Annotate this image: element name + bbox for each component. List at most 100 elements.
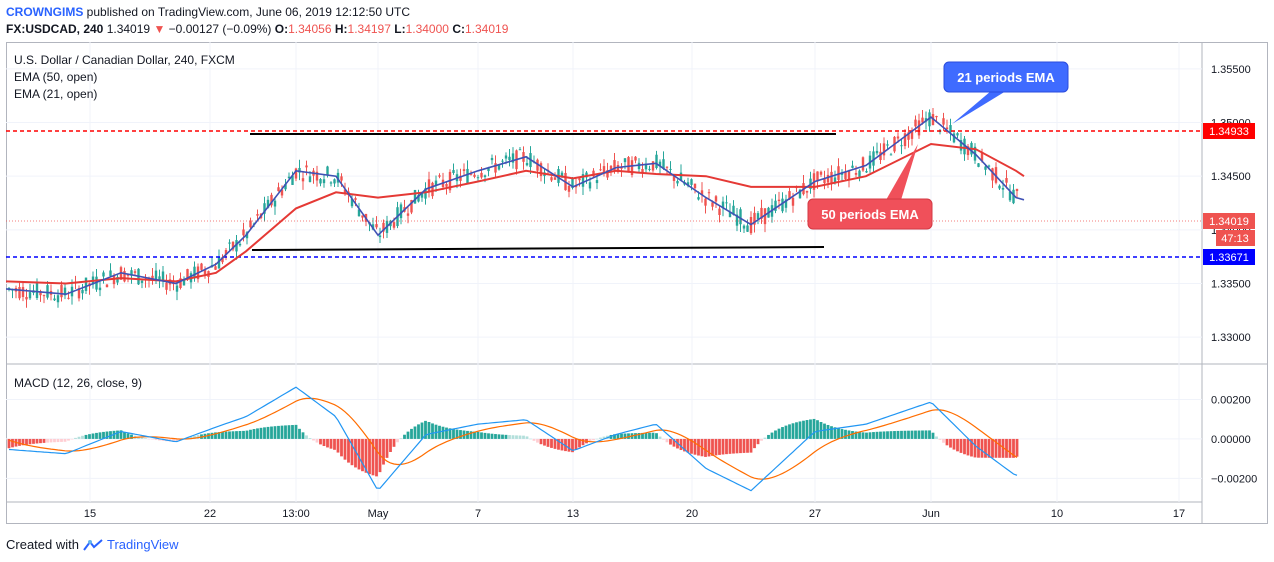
macd-hist-bar <box>235 431 238 439</box>
candle-body <box>256 214 259 216</box>
macd-hist-bar <box>294 424 298 439</box>
candle-body <box>889 154 893 156</box>
macd-hist-bar <box>795 422 798 439</box>
macd-hist-bar <box>896 430 900 439</box>
macd-hist-bar <box>196 435 200 439</box>
candle-body <box>665 166 669 168</box>
macd-hist-bar <box>42 438 46 443</box>
macd-hist-bar <box>662 438 665 440</box>
macd-hist-bar <box>25 438 28 445</box>
candle-body <box>399 204 403 219</box>
chart-canvas[interactable]: 21 periods EMA 50 periods EMA U.S. Dolla… <box>6 42 1268 526</box>
candle-body <box>406 213 410 216</box>
macd-hist-bar <box>147 438 151 440</box>
macd-hist-bar <box>340 438 343 457</box>
candle-body <box>175 285 179 292</box>
macd-hist-bar <box>938 438 942 440</box>
candle-body <box>417 194 420 202</box>
candle-body <box>480 172 483 178</box>
macd-hist-bar <box>980 438 984 458</box>
candle-body <box>39 291 42 296</box>
candle-body <box>907 132 910 140</box>
candle-body <box>690 179 693 185</box>
candle-body <box>77 288 81 299</box>
ema21-callout-box <box>943 61 1069 93</box>
candle-body <box>459 175 462 181</box>
macd-hist-bar <box>679 438 683 451</box>
macd-hist-bar <box>417 424 420 439</box>
macd-hist-bar <box>392 438 396 447</box>
macd-hist-bar <box>154 438 158 441</box>
macd-hist-bar <box>263 427 266 439</box>
publish-line: CROWNGIMS published on TradingView.com, … <box>6 4 508 21</box>
macd-hist-bar <box>921 430 924 439</box>
price-tick-label: 1.35500 <box>1211 64 1251 76</box>
macd-hist-bar <box>186 437 189 439</box>
macd-hist-bar <box>760 438 763 441</box>
macd-hist-bar <box>452 428 455 439</box>
macd-axis[interactable]: 0.00200 0.00000 −0.00200 <box>1211 394 1257 485</box>
time-axis[interactable]: 15 22 13:00 May 7 13 20 27 Jun 10 17 <box>84 508 1185 520</box>
macd-hist-bar <box>711 438 714 456</box>
candle-body <box>60 285 63 298</box>
candle-body <box>361 215 364 218</box>
macd-hist-bar <box>823 423 826 439</box>
candle-body <box>606 170 609 178</box>
macd-hist-bar <box>581 438 585 446</box>
macd-hist-bar <box>151 438 154 440</box>
high-value: 1.34197 <box>347 22 391 36</box>
macd-hist-bar <box>539 438 543 445</box>
candle-body <box>655 154 658 169</box>
macd-hist-bar <box>732 438 735 454</box>
symbol-label: FX:USDCAD, 240 <box>6 22 104 36</box>
macd-hist-bar <box>903 430 907 439</box>
macd-hist-bar <box>872 432 875 439</box>
tradingview-brand-link[interactable]: TradingView <box>106 537 179 552</box>
macd-hist-bar <box>389 438 392 452</box>
candle-body <box>1001 187 1005 190</box>
candle-body <box>53 298 56 301</box>
macd-hist-bar <box>525 436 529 439</box>
macd-hist-bar <box>242 430 245 439</box>
candle-body <box>193 266 196 279</box>
candle-body <box>158 276 161 281</box>
candle-body <box>462 169 466 171</box>
macd-hist-bar <box>984 438 987 458</box>
candle-body <box>508 156 511 161</box>
macd-hist-bar <box>889 431 893 439</box>
macd-hist-bar <box>837 428 840 439</box>
macd-hist-bar <box>221 431 224 439</box>
candle-body <box>245 232 249 239</box>
candle-body <box>623 158 627 163</box>
macd-hist-bar <box>28 438 32 445</box>
macd-hist-bar <box>683 438 686 452</box>
candle-body <box>711 202 714 207</box>
candle-body <box>242 229 245 236</box>
macd-hist-bar <box>798 421 802 439</box>
open-value: 1.34056 <box>288 22 332 36</box>
macd-hist-bar <box>704 438 707 457</box>
high-label: H: <box>334 22 348 36</box>
candle-body <box>700 190 704 196</box>
macd-hist-bar <box>11 438 14 448</box>
candle-body <box>662 159 665 169</box>
macd-hist-bar <box>627 433 630 439</box>
author-name[interactable]: CROWNGIMS <box>6 5 84 19</box>
macd-hist-bar <box>130 434 133 439</box>
macd-hist-bar <box>123 431 126 439</box>
price-axis[interactable]: 1.355001.350001.345001.340001.335001.330… <box>1211 64 1251 344</box>
candle-body <box>553 177 557 180</box>
candle-body <box>504 155 508 159</box>
macd-hist-bar <box>480 432 483 439</box>
candle-body <box>277 187 280 192</box>
macd-hist-bar <box>487 433 490 439</box>
candle-body <box>151 275 154 279</box>
candle-body <box>777 199 781 202</box>
macd-hist-bar <box>88 434 91 439</box>
macd-hist-bar <box>928 430 931 439</box>
macd-hist-bar <box>945 438 949 446</box>
macd-hist-bar <box>784 425 788 439</box>
macd-hist-bar <box>567 438 571 452</box>
macd-hist-bar <box>35 438 39 444</box>
candle-body <box>637 162 641 170</box>
